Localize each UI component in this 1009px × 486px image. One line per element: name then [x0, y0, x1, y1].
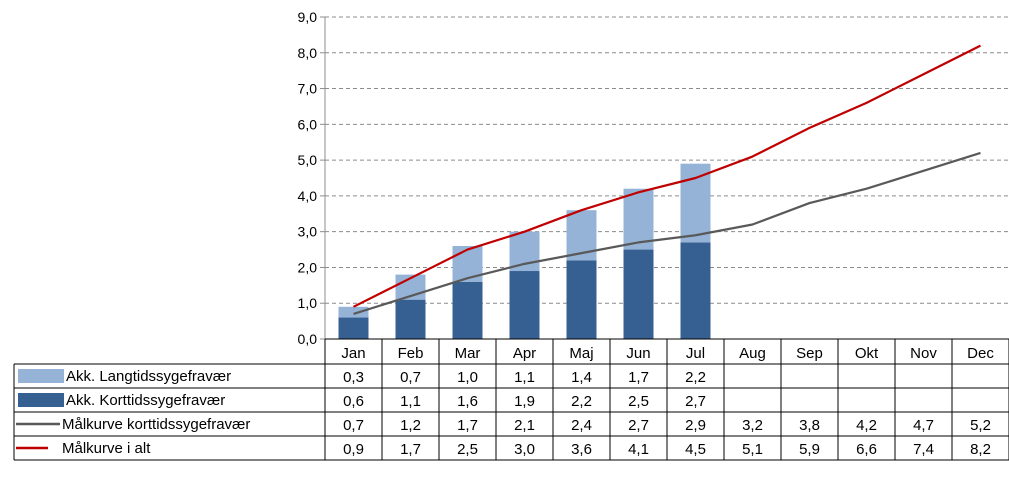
- legend-label: Akk. Langtidssygefravær: [66, 368, 231, 385]
- x-tick-label: Jul: [686, 345, 705, 362]
- data-label: 2,2: [571, 393, 592, 410]
- data-label: 2,4: [571, 417, 592, 434]
- data-label: 1,7: [457, 417, 478, 434]
- data-label: 1,4: [571, 369, 592, 386]
- bars: [338, 163, 711, 339]
- data-label: 2,9: [685, 417, 706, 434]
- x-tick-label: Jun: [626, 345, 650, 362]
- legend-label: Målkurve korttidssygefravær: [62, 416, 250, 433]
- data-label: 4,2: [856, 417, 877, 434]
- data-label: 1,1: [514, 369, 535, 386]
- bar: [623, 188, 654, 250]
- data-table: Jan Feb Mar Apr Maj Jun Jul Aug Sep Okt Nov Dec Akk.…: [13, 338, 1009, 461]
- data-label: 1,7: [628, 369, 649, 386]
- data-label: 2,5: [457, 441, 478, 458]
- bar: [452, 281, 483, 339]
- legend-label: Målkurve i alt: [62, 440, 151, 457]
- legend-label: Akk. Korttidssygefravær: [66, 392, 225, 409]
- data-label: 0,3: [343, 369, 364, 386]
- grid-lines: [325, 16, 1009, 304]
- bar: [623, 249, 654, 339]
- y-tick-label: 6,0: [298, 116, 318, 132]
- bar: [509, 231, 540, 272]
- bar: [338, 306, 369, 318]
- x-tick-label: Maj: [569, 345, 593, 362]
- y-tick-label: 1,0: [298, 295, 318, 311]
- series-lines: [353, 44, 981, 316]
- data-label: 1,1: [400, 393, 421, 410]
- data-label: 1,6: [457, 393, 478, 410]
- x-tick-label: Aug: [739, 345, 766, 362]
- bar: [338, 317, 369, 339]
- legend-swatch: [18, 393, 64, 407]
- data-label: 3,0: [514, 441, 535, 458]
- data-label: 3,2: [742, 417, 763, 434]
- bar: [509, 271, 540, 339]
- y-tick-label: 2,0: [298, 259, 318, 275]
- data-label: 4,1: [628, 441, 649, 458]
- y-tick-label: 0,0: [298, 331, 318, 347]
- data-label: 2,5: [628, 393, 649, 410]
- data-label: 0,6: [343, 393, 364, 410]
- series-line: [353, 44, 981, 308]
- data-label: 1,9: [514, 393, 535, 410]
- x-tick-label: Okt: [855, 345, 879, 362]
- data-label: 3,6: [571, 441, 592, 458]
- data-label: 1,7: [400, 441, 421, 458]
- data-label: 2,7: [628, 417, 649, 434]
- data-label: 5,9: [799, 441, 820, 458]
- data-label: 2,7: [685, 393, 706, 410]
- data-label: 6,6: [856, 441, 877, 458]
- data-label: 4,5: [685, 441, 706, 458]
- y-tick-label: 7,0: [298, 81, 318, 97]
- y-tick-label: 4,0: [298, 188, 318, 204]
- x-tick-label: Apr: [513, 345, 536, 362]
- data-label: 5,1: [742, 441, 763, 458]
- data-label: 3,8: [799, 417, 820, 434]
- y-tick-label: 5,0: [298, 152, 318, 168]
- data-label: 1,0: [457, 369, 478, 386]
- x-tick-label: Mar: [455, 345, 481, 362]
- y-tick-label: 8,0: [298, 45, 318, 61]
- x-tick-label: Nov: [910, 345, 937, 362]
- y-tick-label: 3,0: [298, 224, 318, 240]
- data-label: 0,7: [343, 417, 364, 434]
- bar: [680, 163, 711, 243]
- data-label: 2,1: [514, 417, 535, 434]
- x-tick-label: Dec: [967, 345, 994, 362]
- data-label: 7,4: [913, 441, 934, 458]
- legend-swatch: [18, 369, 64, 383]
- data-label: 0,7: [400, 369, 421, 386]
- bar: [680, 242, 711, 339]
- data-label: 1,2: [400, 417, 421, 434]
- y-tick-label: 9,0: [298, 9, 318, 25]
- x-tick-label: Feb: [398, 345, 424, 362]
- x-tick-label: Sep: [796, 345, 823, 362]
- data-label: 8,2: [970, 441, 991, 458]
- y-axis: 0,0 1,0 2,0 3,0 4,0 5,0 6,0 7,0 8,0 9,0: [298, 9, 326, 347]
- data-label: 0,9: [343, 441, 364, 458]
- bar: [395, 299, 426, 339]
- data-label: 5,2: [970, 417, 991, 434]
- data-label: 4,7: [913, 417, 934, 434]
- x-tick-label: Jan: [341, 345, 365, 362]
- series-line: [353, 151, 981, 316]
- bar: [566, 260, 597, 339]
- data-label: 2,2: [685, 369, 706, 386]
